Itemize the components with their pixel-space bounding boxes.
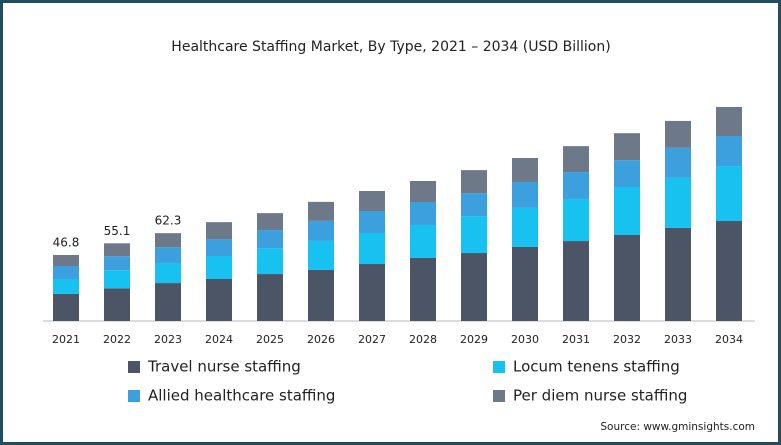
bar-segment	[563, 241, 589, 321]
bar-segment	[155, 247, 181, 264]
bar-segment	[716, 166, 742, 222]
source: Source: www.gminsights.com	[600, 421, 755, 433]
bar-segment	[716, 136, 742, 167]
x-tick-label: 2029	[460, 333, 488, 346]
bar-segment	[359, 190, 385, 212]
bar-segment	[614, 234, 640, 321]
bar-segment	[206, 239, 232, 256]
x-tick-label: 2023	[154, 333, 182, 346]
bar-segment	[257, 230, 283, 249]
bar-segment	[104, 288, 130, 321]
x-tick-label: 2024	[205, 333, 233, 346]
bar-segment	[461, 170, 487, 194]
bar-segment	[665, 177, 691, 228]
bar-segment	[614, 160, 640, 188]
bar-segment	[308, 220, 334, 241]
bar-segment	[563, 199, 589, 242]
chart-title: Healthcare Staffing Market, By Type, 202…	[171, 39, 610, 55]
bar-segment	[410, 224, 436, 258]
bar-segment	[308, 269, 334, 321]
bar-segment	[461, 253, 487, 321]
bar-segment	[716, 221, 742, 321]
x-tick-label: 2028	[409, 333, 437, 346]
bar-segment	[410, 257, 436, 321]
legend-label: Travel nurse staffing	[147, 358, 301, 376]
bar-segment	[716, 106, 742, 137]
bar-segment	[53, 255, 79, 267]
bar-segment	[614, 187, 640, 235]
x-tick-label: 2031	[562, 333, 590, 346]
x-tick-label: 2026	[307, 333, 335, 346]
bar-segment	[563, 172, 589, 200]
bar-segment	[359, 264, 385, 321]
bar-segment	[665, 147, 691, 178]
bar-segment	[512, 181, 538, 208]
bar-segment	[104, 270, 130, 289]
bar-segment	[257, 274, 283, 321]
bar-segment	[512, 246, 538, 321]
bar-segment	[563, 146, 589, 173]
x-tick-label: 2032	[613, 333, 641, 346]
bar-segment	[308, 201, 334, 221]
x-tick-label: 2034	[715, 333, 743, 346]
bar-segment	[155, 283, 181, 321]
bar-segment	[206, 222, 232, 240]
legend-label: Locum tenens staffing	[513, 358, 680, 376]
legend-swatch	[128, 390, 140, 402]
legend-swatch	[128, 361, 140, 373]
legend-swatch	[493, 361, 505, 373]
bar-segment	[53, 278, 79, 294]
bar-segment	[512, 207, 538, 247]
bar-segment	[359, 211, 385, 234]
bar-segment	[461, 216, 487, 254]
bar-segment	[461, 193, 487, 217]
bar-segment	[665, 227, 691, 321]
bar-segment	[206, 278, 232, 321]
bar-segment	[665, 120, 691, 148]
legend-label: Allied healthcare staffing	[148, 387, 335, 405]
total-label: 62.3	[155, 214, 182, 228]
legend-swatch	[493, 390, 505, 402]
bar-segment	[308, 240, 334, 270]
bar-segment	[410, 180, 436, 202]
bar-segment	[614, 133, 640, 161]
bar-segment	[206, 255, 232, 279]
bar-segment	[104, 256, 130, 271]
bar-segment	[359, 233, 385, 265]
bar-segment	[257, 213, 283, 231]
bar-segment	[155, 233, 181, 248]
bar-segment	[410, 201, 436, 225]
x-tick-label: 2021	[52, 333, 80, 346]
bar-segment	[512, 158, 538, 182]
x-tick-label: 2022	[103, 333, 131, 346]
total-label: 46.8	[53, 236, 80, 250]
bar-segment	[53, 266, 79, 279]
bar-segment	[53, 293, 79, 321]
legend-label: Per diem nurse staffing	[513, 387, 687, 405]
bar-segment	[257, 248, 283, 275]
x-tick-label: 2033	[664, 333, 692, 346]
chart: Healthcare Staffing Market, By Type, 202…	[43, 39, 755, 433]
x-tick-label: 2027	[358, 333, 386, 346]
x-tick-label: 2030	[511, 333, 539, 346]
total-label: 55.1	[104, 224, 131, 238]
bar-segment	[155, 263, 181, 284]
x-tick-label: 2025	[256, 333, 284, 346]
bar-segment	[104, 243, 130, 257]
